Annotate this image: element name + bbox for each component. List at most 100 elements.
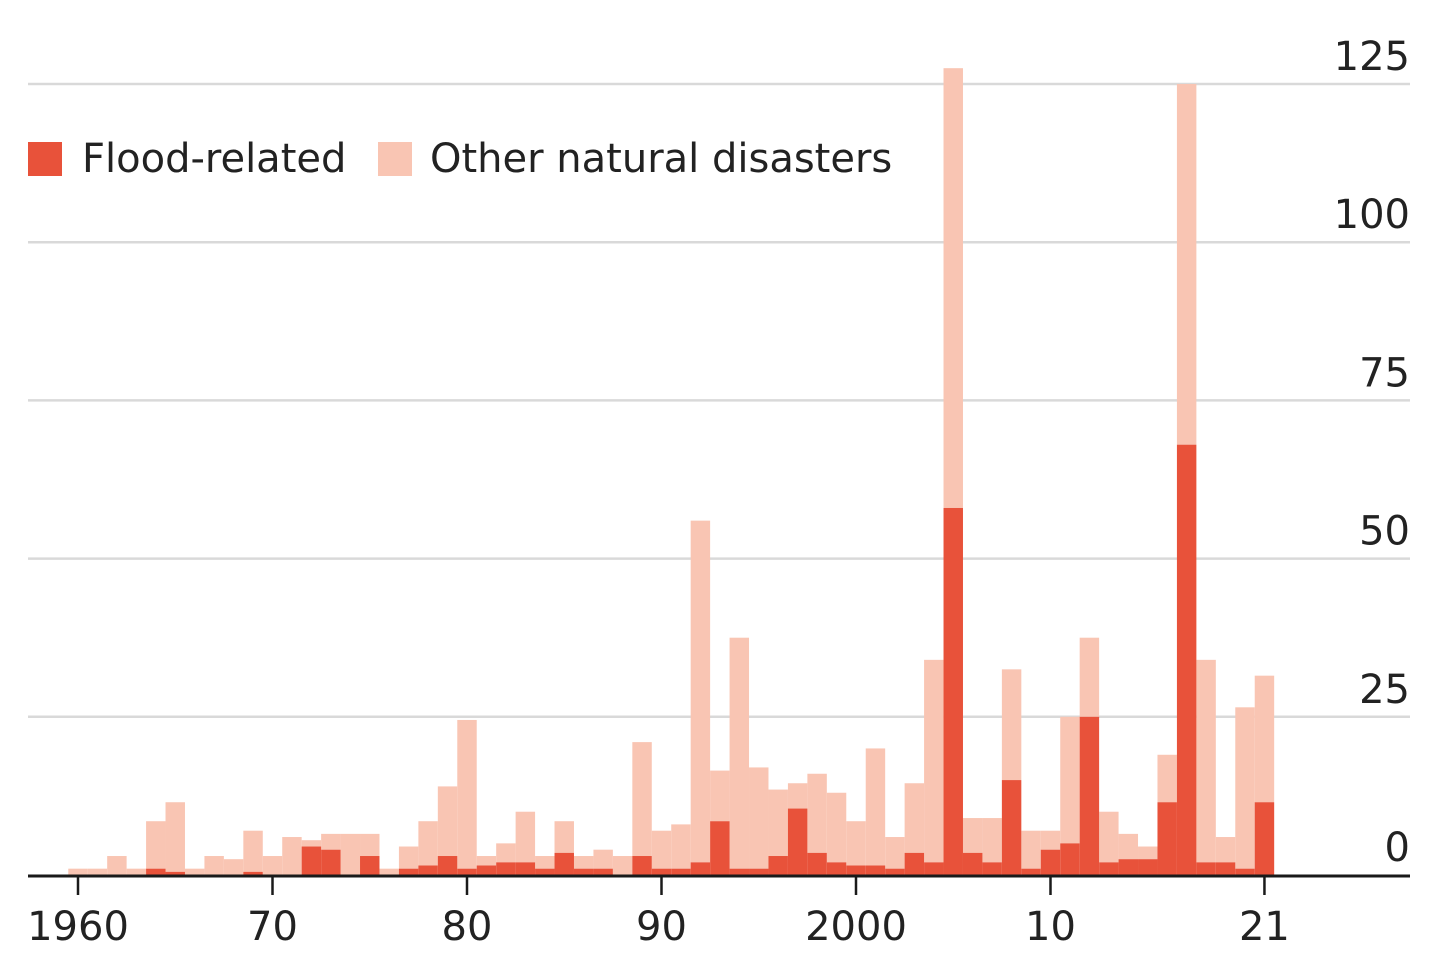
bar-other-1986 bbox=[573, 856, 594, 869]
bar-other-1987 bbox=[593, 849, 613, 869]
bar-other-1972 bbox=[301, 840, 322, 847]
series-other-natural-disasters bbox=[68, 68, 1275, 875]
bar-flood-2017 bbox=[1176, 444, 1197, 875]
bar-other-1992 bbox=[690, 520, 711, 863]
bar-flood-2008 bbox=[1001, 780, 1022, 875]
bar-flood-2007 bbox=[982, 862, 1002, 875]
bar-flood-1975 bbox=[360, 856, 380, 875]
bar-other-2014 bbox=[1118, 833, 1139, 860]
bar-other-1983 bbox=[515, 811, 536, 863]
bar-flood-1982 bbox=[496, 862, 516, 875]
bar-other-2009 bbox=[1021, 830, 1041, 869]
y-tick-label-75: 75 bbox=[1359, 350, 1410, 396]
bar-other-2016 bbox=[1157, 754, 1177, 803]
bar-flood-1999 bbox=[826, 862, 847, 875]
bar-other-2011 bbox=[1060, 716, 1080, 844]
bar-other-1977 bbox=[398, 846, 419, 869]
bar-flood-2019 bbox=[1215, 862, 1236, 875]
bar-other-2000 bbox=[846, 821, 866, 866]
x-axis: 1960 70 80 90 2000 10 21 bbox=[27, 874, 1410, 950]
bar-flood-2016 bbox=[1157, 802, 1177, 875]
bar-other-2008 bbox=[1001, 669, 1022, 781]
bar-other-2015 bbox=[1138, 846, 1158, 860]
x-tick-label-90: 90 bbox=[636, 904, 687, 950]
bar-flood-2021 bbox=[1254, 802, 1275, 875]
bar-other-1985 bbox=[554, 821, 574, 853]
bar-flood-2000 bbox=[846, 865, 866, 875]
x-tick-label-2000: 2000 bbox=[805, 904, 907, 950]
bar-other-1961 bbox=[87, 868, 108, 875]
bar-flood-1998 bbox=[807, 852, 827, 875]
bar-other-2020 bbox=[1235, 707, 1255, 869]
y-tick-label-0: 0 bbox=[1385, 825, 1410, 871]
bar-other-1996 bbox=[768, 789, 788, 857]
bar-other-1995 bbox=[749, 767, 769, 869]
bar-other-2013 bbox=[1099, 811, 1119, 863]
bar-flood-1989 bbox=[632, 856, 652, 875]
bar-flood-1980 bbox=[457, 868, 477, 875]
legend-swatch-flood-related bbox=[28, 142, 62, 176]
legend: Flood-related Other natural disasters bbox=[28, 136, 892, 182]
bar-flood-1994 bbox=[729, 868, 750, 875]
bar-other-2003 bbox=[904, 783, 925, 853]
bar-flood-1965 bbox=[165, 871, 185, 875]
bar-other-1994 bbox=[729, 637, 750, 869]
bar-flood-1983 bbox=[515, 862, 536, 875]
bar-other-1969 bbox=[243, 830, 263, 872]
bar-other-1980 bbox=[457, 719, 477, 869]
bar-other-1960 bbox=[68, 868, 88, 875]
legend-label-other-natural-disasters: Other natural disasters bbox=[430, 136, 892, 182]
bar-other-1965 bbox=[165, 802, 185, 872]
y-tick-label-100: 100 bbox=[1334, 192, 1410, 238]
bar-other-1988 bbox=[612, 856, 633, 875]
bar-other-1975 bbox=[360, 833, 380, 857]
bar-flood-1997 bbox=[787, 808, 808, 875]
bar-other-2007 bbox=[982, 818, 1002, 863]
bar-other-2017 bbox=[1176, 84, 1197, 445]
bar-other-2018 bbox=[1196, 659, 1216, 863]
bar-other-1973 bbox=[321, 833, 341, 850]
bar-flood-1992 bbox=[690, 862, 711, 875]
x-tick-label-10: 10 bbox=[1025, 904, 1076, 950]
bar-flood-2020 bbox=[1235, 868, 1255, 875]
bar-other-1967 bbox=[204, 856, 224, 875]
y-tick-label-25: 25 bbox=[1359, 667, 1410, 713]
bar-other-1974 bbox=[340, 833, 361, 875]
bar-flood-1985 bbox=[554, 852, 574, 875]
x-tick-label-80: 80 bbox=[442, 904, 493, 950]
bar-flood-1981 bbox=[476, 865, 497, 875]
bar-flood-2014 bbox=[1118, 859, 1139, 875]
bar-flood-2018 bbox=[1196, 862, 1216, 875]
bar-flood-2003 bbox=[904, 852, 925, 875]
bar-other-2006 bbox=[962, 818, 983, 853]
bar-other-1971 bbox=[282, 837, 302, 875]
bar-other-1979 bbox=[437, 786, 458, 857]
bar-other-1982 bbox=[496, 843, 516, 863]
bar-other-1978 bbox=[418, 821, 438, 866]
bar-flood-2004 bbox=[924, 862, 944, 875]
bar-other-2004 bbox=[924, 659, 944, 863]
bar-flood-2005 bbox=[943, 507, 963, 875]
bar-other-1981 bbox=[476, 856, 497, 866]
bar-flood-1986 bbox=[573, 868, 594, 875]
bar-flood-1990 bbox=[651, 868, 672, 875]
bar-other-2021 bbox=[1254, 675, 1275, 803]
bar-other-1976 bbox=[379, 868, 399, 875]
bar-other-1999 bbox=[826, 792, 847, 863]
bar-flood-2012 bbox=[1079, 716, 1100, 875]
bar-flood-2015 bbox=[1138, 859, 1158, 875]
bar-other-1984 bbox=[535, 856, 555, 869]
x-tick-label-1960: 1960 bbox=[27, 904, 129, 950]
y-tick-label-50: 50 bbox=[1359, 509, 1410, 555]
bar-flood-1993 bbox=[710, 821, 730, 875]
x-tick-label-21: 21 bbox=[1239, 904, 1290, 950]
legend-swatch-other-natural-disasters bbox=[378, 142, 412, 176]
y-axis-tick-labels: 0 25 50 75 100 125 bbox=[1334, 34, 1410, 871]
bar-other-1989 bbox=[632, 742, 652, 857]
bar-other-1966 bbox=[184, 868, 205, 875]
bar-other-1990 bbox=[651, 830, 672, 869]
x-tick-label-70: 70 bbox=[247, 904, 298, 950]
bar-other-1998 bbox=[807, 773, 827, 853]
bar-other-1970 bbox=[262, 856, 283, 875]
